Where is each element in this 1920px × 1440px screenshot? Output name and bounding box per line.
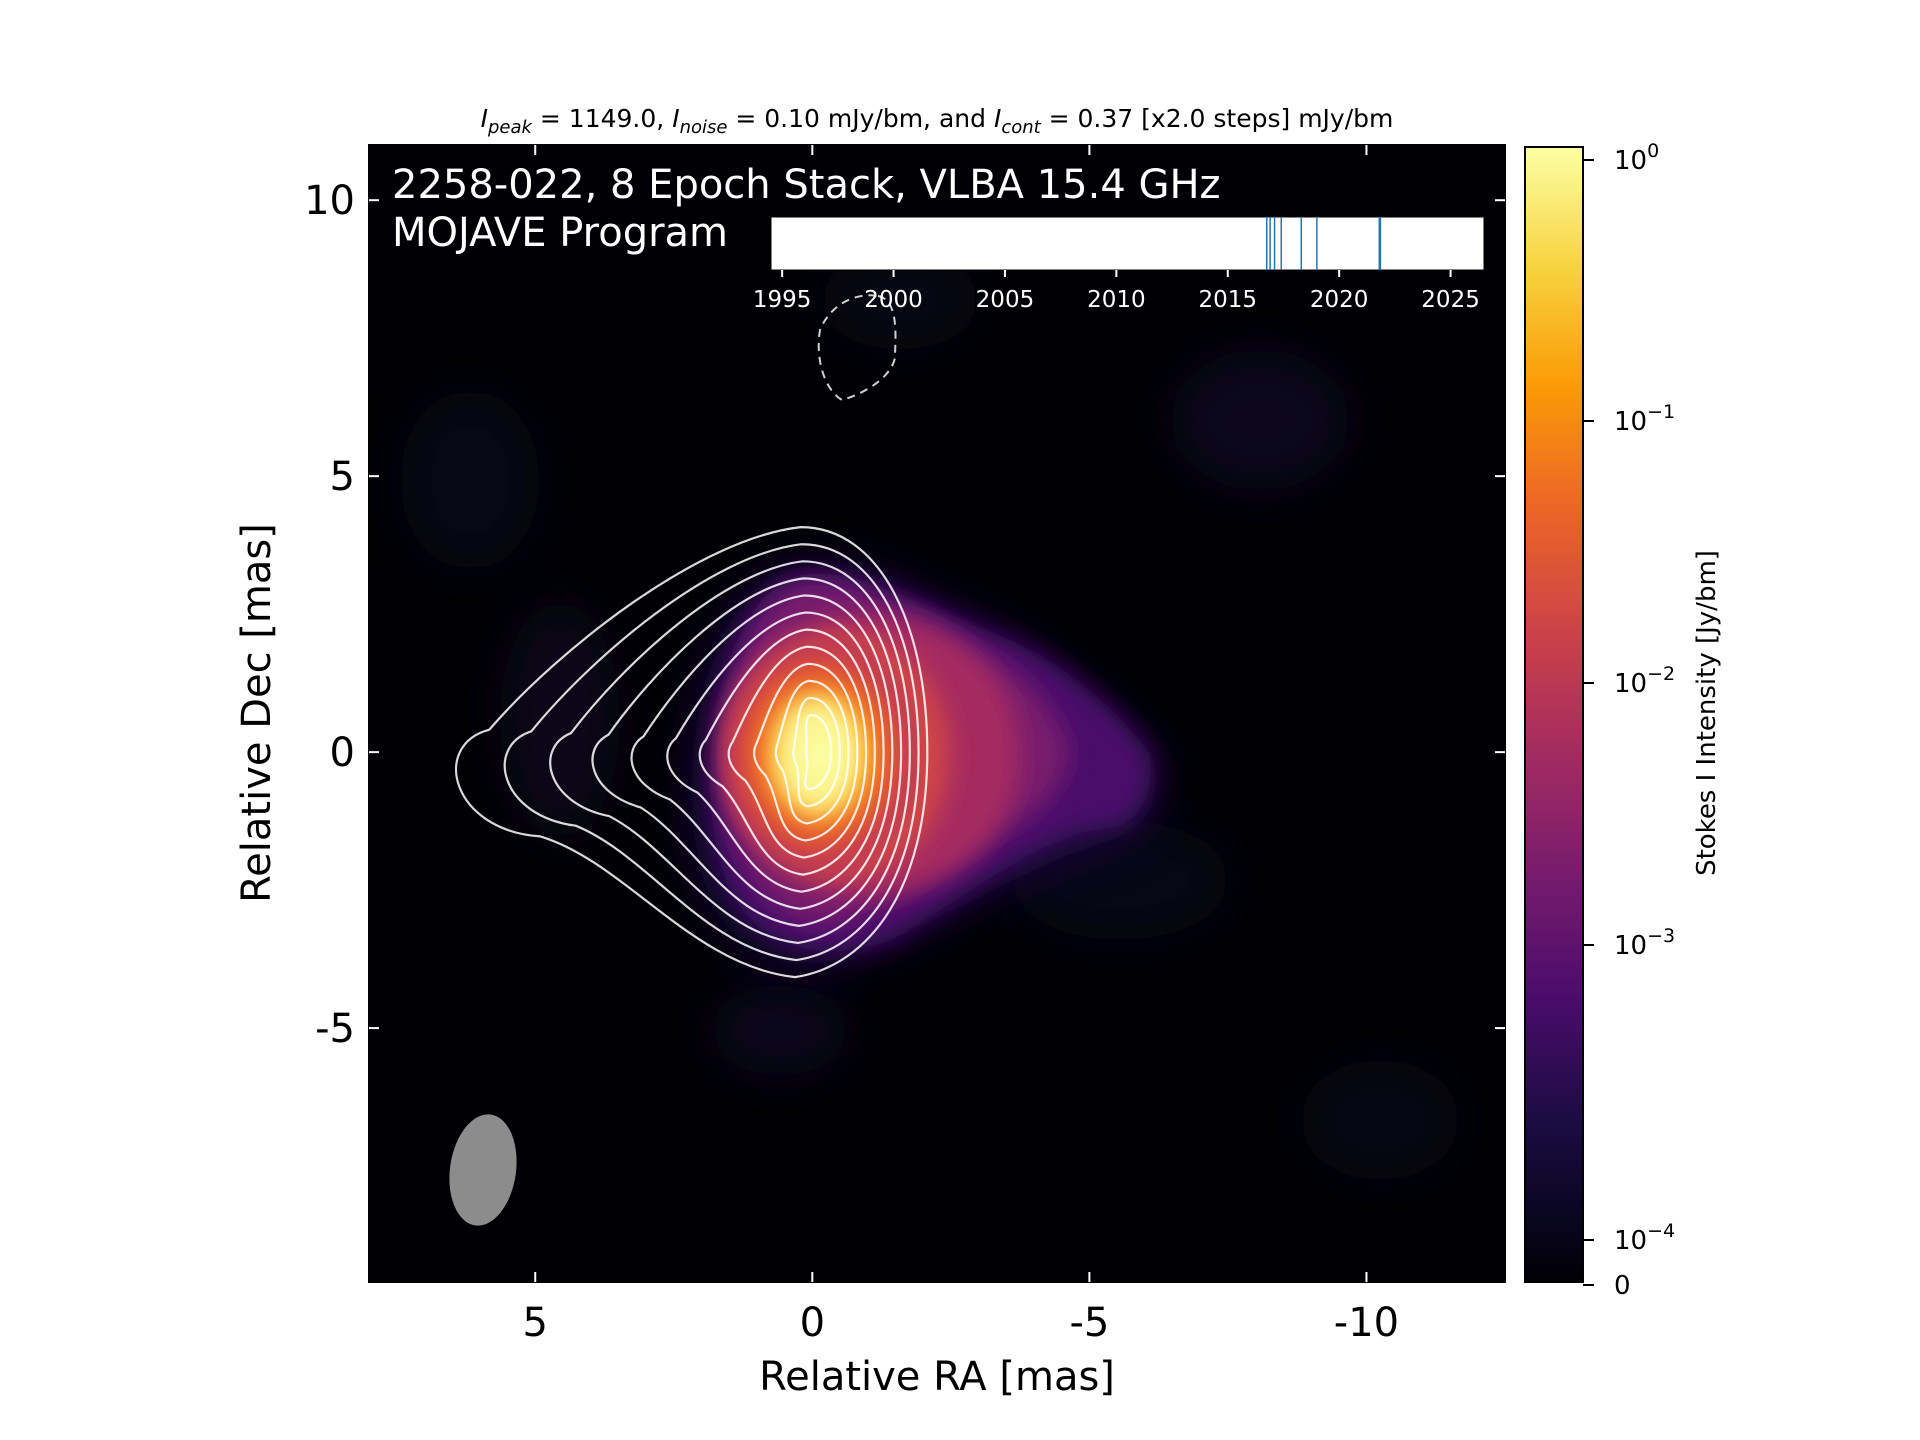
epoch-axis-ticks: 1995 2000 2005 2010 2015 2020 2025 xyxy=(753,270,1480,313)
contour-line xyxy=(591,577,903,927)
y-tick-label: 5 xyxy=(330,454,355,500)
epoch-lines xyxy=(1266,217,1382,270)
epoch-tick-label: 2000 xyxy=(864,287,923,313)
emission xyxy=(691,564,1158,964)
program-label: MOJAVE Program xyxy=(392,210,728,256)
plot-title: Ipeak = 1149.0, Inoise = 0.10 mJy/bm, an… xyxy=(481,104,1394,138)
epoch-tick-label: 2005 xyxy=(976,287,1035,313)
colorbar-tick-label: 10−2 xyxy=(1614,663,1675,699)
contour-line xyxy=(549,560,911,945)
contour-line xyxy=(698,628,876,876)
beam-ellipse xyxy=(449,1114,517,1226)
contour-line xyxy=(774,679,850,825)
contour-line xyxy=(666,611,885,893)
contour-line xyxy=(727,645,868,859)
epoch-tick-label: 2010 xyxy=(1087,287,1146,313)
plot-frame xyxy=(368,144,1506,1283)
x-axis-ticks: 5 0 -5 -10 xyxy=(523,145,1399,1346)
contour-line xyxy=(753,662,859,842)
y-tick-label: 10 xyxy=(304,178,355,224)
colorbar-tick-label: 10−1 xyxy=(1614,401,1675,437)
colorbar-label: Stokes I Intensity [Jy/bm] xyxy=(1692,550,1722,876)
epoch-tick-label: 2015 xyxy=(1198,287,1257,313)
y-tick-label: 0 xyxy=(330,730,355,776)
x-axis-label: Relative RA [mas] xyxy=(759,1354,1115,1400)
epoch-tick-label: 2020 xyxy=(1310,287,1369,313)
contour-set xyxy=(454,526,929,979)
contour-line xyxy=(803,713,833,791)
contour-line xyxy=(503,543,920,962)
x-tick-label: -5 xyxy=(1069,1300,1109,1346)
background-noise xyxy=(400,250,1460,1180)
contour-line xyxy=(454,526,929,979)
colorbar-tick-label: 10−4 xyxy=(1614,1220,1675,1256)
y-tick-label: -5 xyxy=(315,1006,355,1052)
contour-line xyxy=(792,696,841,808)
contour-line xyxy=(630,594,894,910)
epoch-tick-label: 2025 xyxy=(1421,287,1480,313)
epoch-timeline: 1995 2000 2005 2010 2015 2020 2025 xyxy=(753,216,1485,313)
image-panel xyxy=(368,144,1506,1283)
y-axis-ticks: 10 5 0 -5 xyxy=(304,178,1505,1052)
colorbar-gradient xyxy=(1524,146,1584,1283)
x-tick-label: -10 xyxy=(1334,1300,1399,1346)
colorbar-tick-label: 100 xyxy=(1614,140,1659,176)
epoch-tick-label: 1995 xyxy=(753,287,812,313)
epoch-timeline-box xyxy=(770,216,1485,271)
negative-contour xyxy=(817,294,897,402)
y-axis-label: Relative Dec [mas] xyxy=(234,523,280,903)
colorbar-ticks: 100 10−1 10−2 10−3 10−4 0 xyxy=(1583,140,1675,1301)
colorbar-tick-label: 10−3 xyxy=(1614,925,1675,961)
x-tick-label: 5 xyxy=(523,1300,548,1346)
x-tick-label: 0 xyxy=(800,1300,825,1346)
colorbar: 100 10−1 10−2 10−3 10−4 0 Stokes I Intensity … xyxy=(1524,140,1722,1301)
source-label: 2258-022, 8 Epoch Stack, VLBA 15.4 GHz xyxy=(392,162,1221,208)
colorbar-tick-label: 0 xyxy=(1614,1271,1631,1301)
